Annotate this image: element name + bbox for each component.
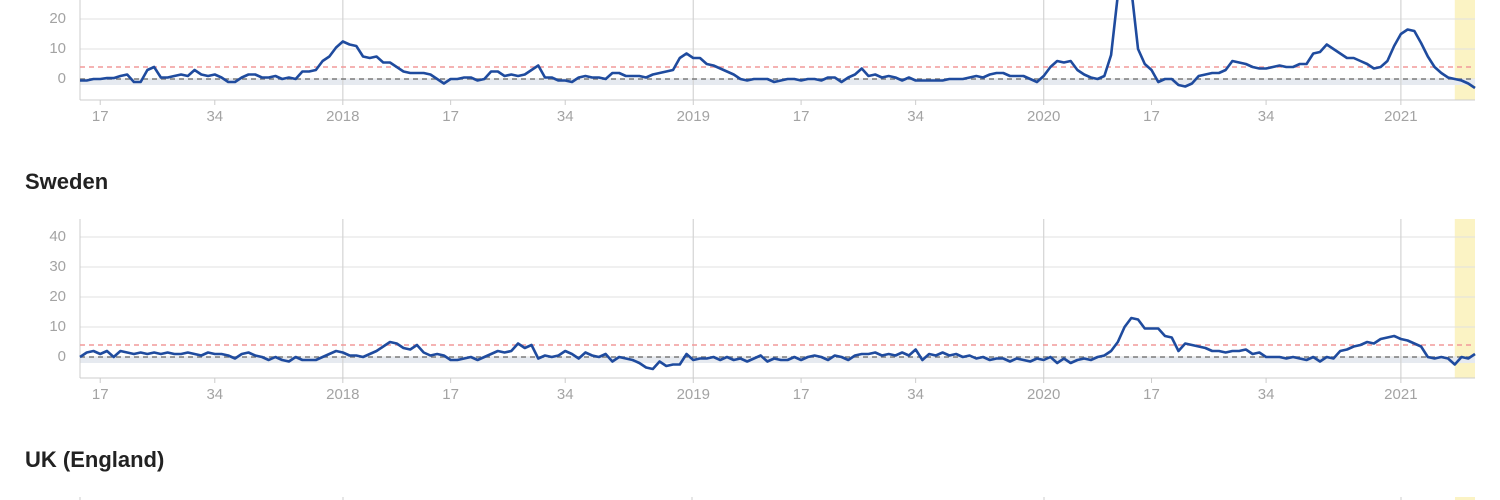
x-tick-label: 2019 — [677, 108, 710, 125]
x-tick-label: 17 — [1143, 386, 1160, 403]
series-line — [80, 0, 1476, 90]
x-tick-label: 34 — [1258, 386, 1275, 403]
x-tick-label: 34 — [206, 108, 223, 125]
x-tick-label: 17 — [92, 386, 109, 403]
y-tick-label: 10 — [49, 40, 66, 57]
highlight-band — [1454, 219, 1475, 378]
x-tick-label: 2020 — [1027, 108, 1060, 125]
x-tick-label: 34 — [907, 386, 924, 403]
y-tick-label: 30 — [49, 258, 66, 275]
y-tick-label: 20 — [49, 10, 66, 27]
x-tick-label: 17 — [442, 108, 459, 125]
y-tick-label: 0 — [58, 348, 66, 365]
x-tick-label: 17 — [793, 108, 810, 125]
highlight-stub — [1455, 497, 1475, 500]
highlight-band — [1454, 0, 1475, 100]
x-tick-label: 2018 — [326, 386, 359, 403]
x-tick-label: 17 — [442, 386, 459, 403]
x-tick-label: 34 — [557, 386, 574, 403]
y-tick-label: 0 — [58, 70, 66, 87]
y-tick-label: 40 — [49, 228, 66, 245]
x-tick-label: 34 — [557, 108, 574, 125]
y-tick-label: 20 — [49, 288, 66, 305]
x-tick-label: 17 — [1143, 108, 1160, 125]
x-tick-label: 2021 — [1384, 108, 1417, 125]
x-tick-label: 2020 — [1027, 386, 1060, 403]
chart-title: UK (England) — [25, 447, 164, 472]
x-tick-label: 2019 — [677, 386, 710, 403]
x-tick-label: 34 — [206, 386, 223, 403]
x-tick-label: 34 — [907, 108, 924, 125]
y-tick-label: 10 — [49, 318, 66, 335]
x-tick-label: 17 — [92, 108, 109, 125]
plot: 0 10 20 30 40 17 34 2018 17 34 2019 17 34 2020 17 34 202… — [49, 219, 1476, 403]
x-tick-label: 2018 — [326, 108, 359, 125]
x-tick-label: 2021 — [1384, 386, 1417, 403]
plot: 0102030401734201817342019173420201734202… — [49, 0, 1476, 125]
x-tick-label: 34 — [1258, 108, 1275, 125]
chart-title: Sweden — [25, 169, 108, 194]
x-tick-label: 17 — [793, 386, 810, 403]
series-line — [79, 316, 1476, 371]
